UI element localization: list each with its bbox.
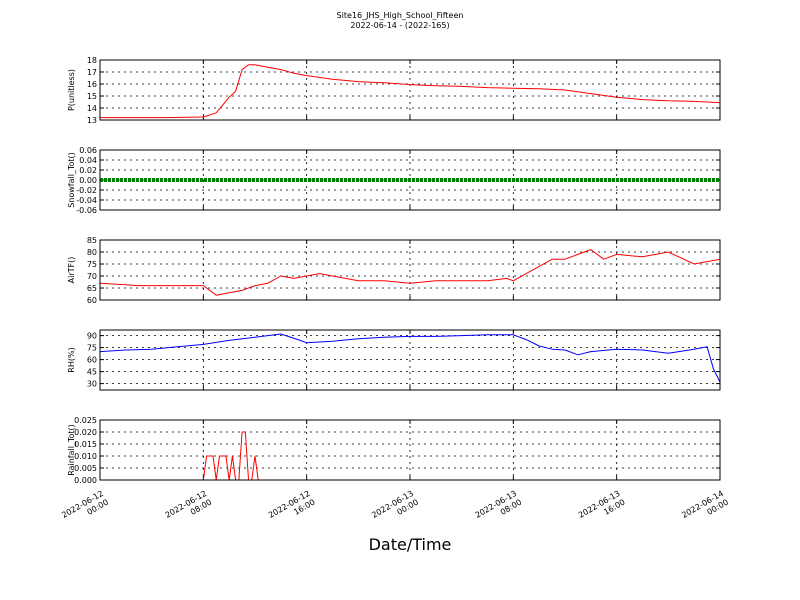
y-tick-label: 18 [87, 56, 97, 65]
y-tick-label: 60 [87, 356, 97, 365]
y-axis-label: RH(%) [67, 347, 76, 372]
x-tick-label: 2022-06-1300:00 [370, 489, 420, 529]
y-tick-label: 0.020 [74, 428, 97, 437]
y-tick-label: 0.005 [74, 464, 97, 473]
y-tick-label: -0.06 [76, 206, 97, 215]
y-tick-label: -0.02 [76, 186, 97, 195]
y-tick-label: -0.04 [76, 196, 97, 205]
plot-frame [99, 239, 721, 301]
y-axis-label: AirTF() [67, 257, 76, 284]
y-tick-label: 70 [87, 272, 97, 281]
y-tick-label: 0.015 [74, 440, 97, 449]
y-tick-label: 14 [87, 104, 97, 113]
chart-title: Site16_JHS_High_School_Fifteen [337, 11, 464, 20]
series-line [99, 249, 721, 296]
panel-3: 60 65 70 75 80 85 AirTF() [67, 236, 721, 305]
chart-subtitle: 2022-06-14 - (2022-165) [350, 21, 449, 30]
y-tick-label: 0.025 [74, 416, 97, 425]
y-axis-label: Rainfall_Tot() [67, 424, 76, 476]
x-tick-label: 2022-06-1308:00 [474, 489, 524, 529]
y-tick-label: 65 [87, 284, 97, 293]
x-tick-labels: 2022-06-1200:00 2022-06-1208:00 2022-06-12… [60, 489, 730, 529]
panel-1: 13 14 15 16 17 18 P(unitless) [67, 56, 721, 125]
y-tick-label: 75 [87, 344, 97, 353]
series-line [99, 333, 721, 383]
y-tick-label: 0.000 [74, 476, 97, 485]
y-tick-label: 13 [87, 116, 97, 125]
x-tick-label: 2022-06-1400:00 [680, 489, 730, 529]
series-line [100, 64, 721, 119]
y-tick-label: 17 [87, 68, 97, 77]
y-tick-label: 0.06 [79, 146, 97, 155]
y-tick-label: 0.02 [79, 166, 97, 175]
y-axis-label: P(unitless) [67, 69, 76, 111]
y-tick-label: 60 [87, 296, 97, 305]
x-tick-label: 2022-06-1316:00 [577, 489, 627, 529]
y-tick-label: 85 [87, 236, 97, 245]
y-tick-label: 0.04 [79, 156, 97, 165]
y-tick-label: 16 [87, 80, 97, 89]
plot-frame [99, 329, 721, 391]
x-axis-label: Date/Time [369, 535, 452, 554]
plot-frame [99, 419, 721, 481]
x-tick-label: 2022-06-1216:00 [267, 489, 317, 529]
y-tick-label: 30 [87, 380, 97, 389]
panel-4: 30 45 60 75 90 RH(%) [67, 329, 721, 391]
y-tick-label: 80 [87, 248, 97, 257]
y-tick-label: 15 [87, 92, 97, 101]
y-tick-label: 0.00 [79, 176, 97, 185]
y-tick-label: 90 [87, 332, 97, 341]
y-tick-label: 0.010 [74, 452, 97, 461]
plot-frame [99, 59, 721, 121]
panel-2: -0.06-0.04-0.020.000.020.040.06Snowfall_… [67, 146, 721, 215]
x-tick-label: 2022-06-1208:00 [164, 489, 214, 529]
panels: 131415161718P(unitless)-0.06-0.04-0.020.… [67, 56, 721, 485]
y-axis-label: Snowfall_Tot() [67, 152, 76, 208]
plot-frame [99, 149, 721, 211]
y-tick-label: 75 [87, 260, 97, 269]
y-tick-label: 45 [87, 368, 97, 377]
x-tick-label: 2022-06-1200:00 [60, 489, 110, 529]
panel-5: 0.000 0.005 0.010 0.015 0.020 0.025Rainfall_T… [67, 416, 721, 485]
